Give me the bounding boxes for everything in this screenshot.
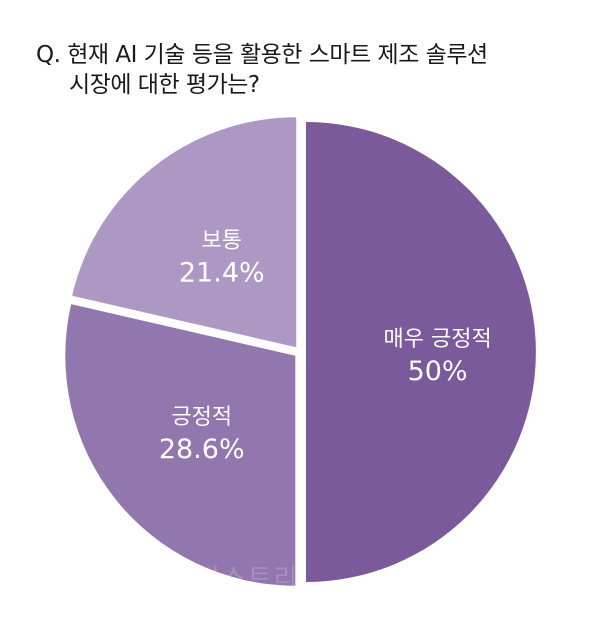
pie-slice-2	[65, 304, 296, 586]
chart-title: Q. 현재 AI 기술 등을 활용한 스마트 제조 솔루션 시장에 대한 평가는…	[36, 40, 592, 100]
slice-label-2: 긍정적	[171, 405, 232, 430]
pie-slice-3	[72, 117, 297, 348]
chart-title-line-1: Q. 현재 AI 기술 등을 활용한 스마트 제조 솔루션	[36, 42, 488, 68]
pie-slice-1	[306, 122, 536, 582]
slice-label-1: 매우 긍정적	[383, 327, 491, 352]
slice-value-1: 50%	[408, 356, 468, 387]
slice-label-3: 보통	[202, 229, 242, 254]
slice-value-3: 21.4%	[179, 258, 265, 289]
watermark: 인더스트리	[170, 564, 300, 594]
slice-value-2: 28.6%	[159, 434, 245, 465]
chart-title-line-2: 시장에 대한 평가는?	[69, 72, 260, 98]
